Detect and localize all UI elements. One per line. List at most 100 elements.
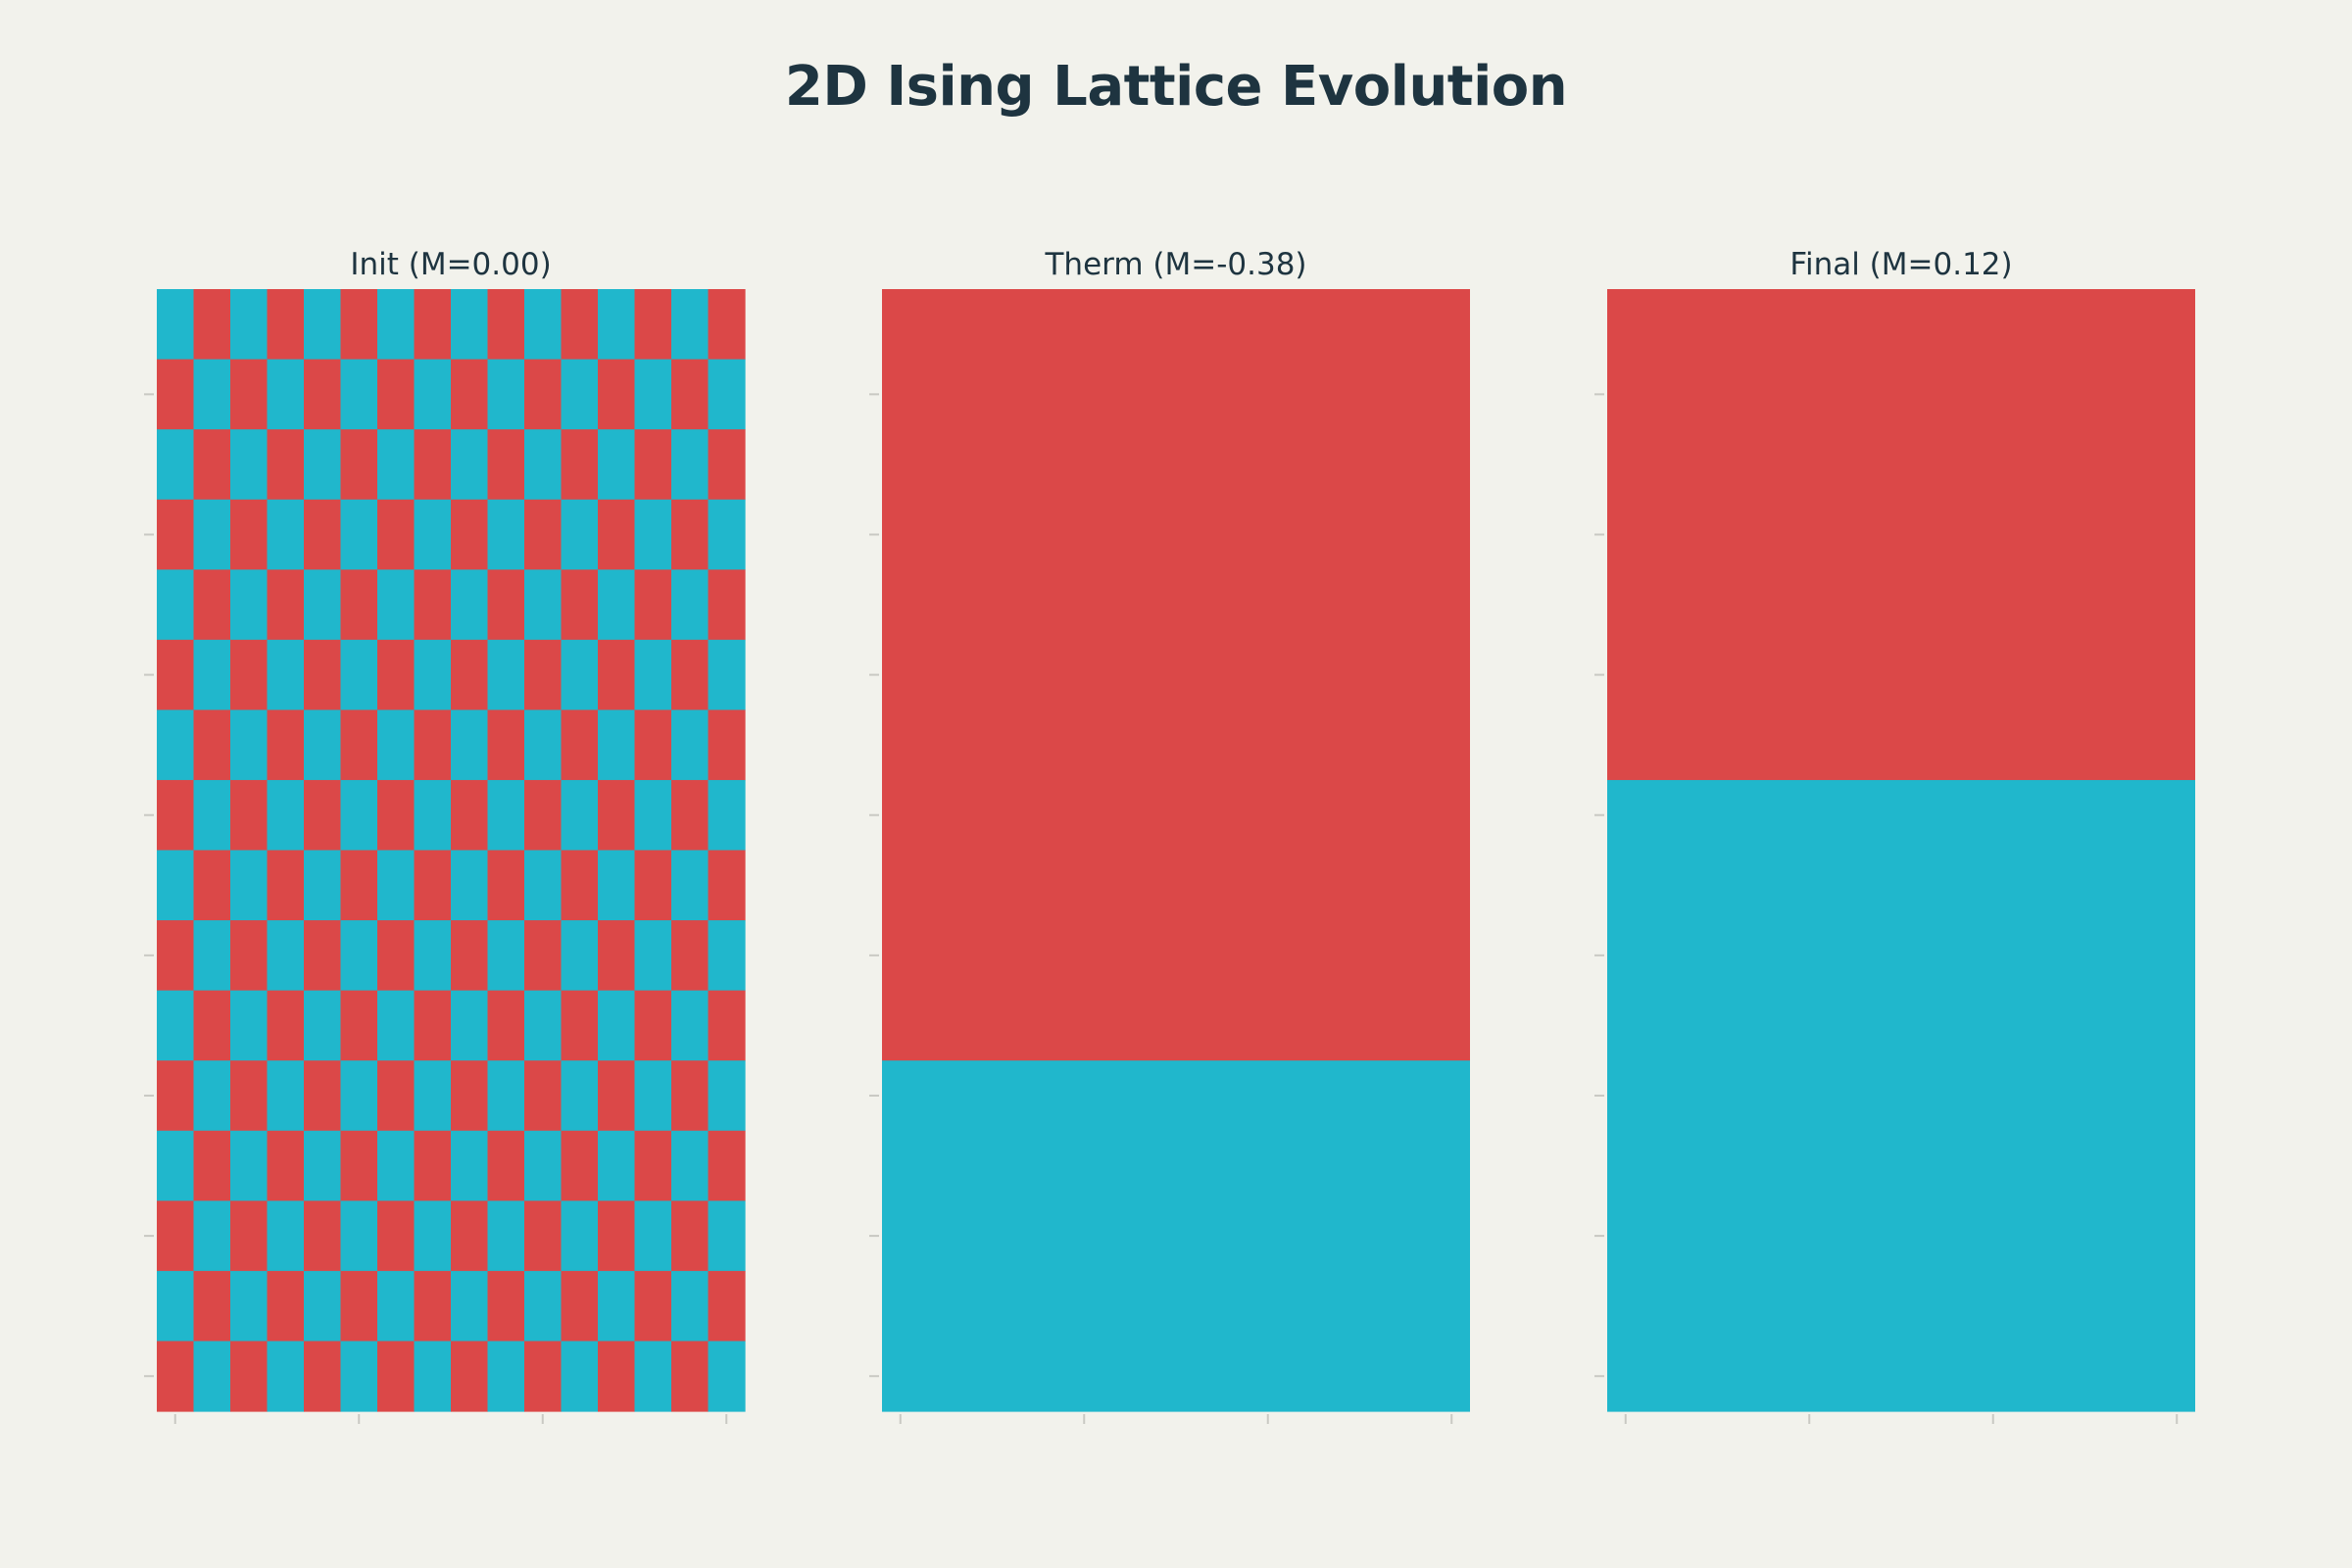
lattice-cell-init	[561, 850, 599, 921]
lattice-cell-init	[193, 920, 231, 992]
lattice-cell-init	[671, 990, 710, 1061]
lattice-cell-init	[377, 1130, 416, 1201]
lattice-cell-init	[230, 1341, 269, 1412]
spin-domain-final	[1607, 289, 2195, 781]
lattice-cell-init	[157, 710, 195, 781]
lattice-cell-init	[671, 1341, 710, 1412]
lattice-cell-init	[451, 639, 489, 710]
lattice-cell-init	[340, 639, 378, 710]
lattice-cell-init	[487, 289, 525, 361]
lattice-cell-init	[524, 499, 563, 570]
lattice-cell-init	[451, 289, 489, 361]
lattice-cell-init	[524, 850, 563, 921]
lattice-cell-init	[451, 1060, 489, 1132]
lattice-cell-init	[414, 359, 452, 430]
lattice-cell-init	[304, 1060, 342, 1132]
lattice-cell-init	[193, 710, 231, 781]
lattice-cell-init	[304, 499, 342, 570]
lattice-cell-init	[340, 429, 378, 501]
lattice-cell-init	[414, 779, 452, 852]
lattice-cell-init	[414, 1270, 452, 1343]
lattice-cell-init	[193, 779, 231, 852]
lattice-cell-init	[377, 1270, 416, 1343]
lattice-cell-init	[230, 569, 269, 641]
lattice-cell-init	[193, 1200, 231, 1272]
lattice-cell-init	[524, 1060, 563, 1132]
lattice-cell-init	[487, 429, 525, 501]
lattice-cell-init	[157, 1060, 195, 1132]
lattice-cell-init	[561, 639, 599, 710]
lattice-cell-init	[304, 710, 342, 781]
lattice-cell-init	[267, 710, 305, 781]
lattice-cell-init	[230, 1270, 269, 1343]
lattice-cell-init	[451, 1130, 489, 1201]
lattice-cell-init	[377, 1200, 416, 1272]
lattice-cell-init	[708, 710, 746, 781]
lattice-cell-init	[634, 1200, 672, 1272]
lattice-cell-init	[193, 1270, 231, 1343]
lattice-cell-init	[634, 779, 672, 852]
lattice-cell-init	[304, 850, 342, 921]
lattice-cell-init	[598, 1060, 636, 1132]
lattice-cell-init	[451, 1270, 489, 1343]
lattice-cell-init	[561, 1130, 599, 1201]
lattice-cell-init	[340, 499, 378, 570]
lattice-cell-init	[414, 289, 452, 361]
lattice-cell-init	[267, 1200, 305, 1272]
lattice-cell-init	[230, 1130, 269, 1201]
lattice-cell-init	[193, 1060, 231, 1132]
lattice-cell-init	[708, 850, 746, 921]
lattice-cell-init	[267, 779, 305, 852]
lattice-cell-init	[267, 569, 305, 641]
lattice-cell-init	[487, 1270, 525, 1343]
lattice-cell-init	[304, 990, 342, 1061]
lattice-cell-init	[230, 499, 269, 570]
lattice-cell-init	[157, 990, 195, 1061]
lattice-cell-init	[524, 1270, 563, 1343]
lattice-cell-init	[230, 710, 269, 781]
lattice-cell-init	[634, 429, 672, 501]
lattice-cell-init	[267, 1130, 305, 1201]
lattice-cell-init	[598, 850, 636, 921]
lattice-cell-init	[377, 569, 416, 641]
lattice-cell-init	[598, 499, 636, 570]
lattice-cell-init	[414, 569, 452, 641]
lattice-cell-init	[524, 1200, 563, 1272]
lattice-cell-init	[487, 1060, 525, 1132]
lattice-cell-init	[634, 1060, 672, 1132]
lattice-cell-init	[267, 429, 305, 501]
lattice-cell-init	[708, 990, 746, 1061]
lattice-cell-init	[267, 359, 305, 430]
lattice-cell-init	[340, 569, 378, 641]
lattice-cell-init	[671, 429, 710, 501]
lattice-cell-init	[487, 1200, 525, 1272]
lattice-cell-init	[304, 779, 342, 852]
lattice-cell-init	[414, 429, 452, 501]
lattice-cell-init	[634, 569, 672, 641]
lattice-cell-init	[230, 920, 269, 992]
lattice-cell-init	[561, 1200, 599, 1272]
lattice-cell-init	[671, 359, 710, 430]
lattice-cell-init	[487, 639, 525, 710]
lattice-cell-init	[157, 779, 195, 852]
lattice-cell-init	[487, 710, 525, 781]
lattice-cell-init	[708, 429, 746, 501]
lattice-cell-init	[708, 920, 746, 992]
spin-domain-final	[1607, 779, 2195, 1412]
lattice-cell-init	[157, 1270, 195, 1343]
lattice-cell-init	[598, 779, 636, 852]
lattice-cell-init	[598, 710, 636, 781]
lattice-cell-init	[708, 1060, 746, 1132]
lattice-cell-init	[304, 429, 342, 501]
lattice-cell-init	[340, 1341, 378, 1412]
lattice-cell-init	[304, 1341, 342, 1412]
lattice-cell-init	[267, 289, 305, 361]
lattice-cell-init	[598, 1130, 636, 1201]
lattice-cell-init	[671, 920, 710, 992]
lattice-cell-init	[634, 990, 672, 1061]
lattice-cell-init	[524, 990, 563, 1061]
lattice-cell-init	[377, 639, 416, 710]
lattice-cell-init	[634, 639, 672, 710]
lattice-cell-init	[377, 1341, 416, 1412]
lattice-cell-init	[340, 1270, 378, 1343]
